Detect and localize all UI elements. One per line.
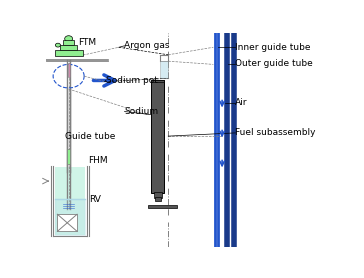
Circle shape [65, 36, 72, 42]
Bar [155, 197, 161, 201]
Text: Sodium: Sodium [124, 107, 159, 116]
Text: Fuel subassembly: Fuel subassembly [236, 128, 316, 137]
Bar [149, 205, 177, 208]
Text: RV: RV [89, 195, 101, 204]
Bar [151, 80, 164, 81]
Bar [154, 192, 162, 198]
Bar [55, 51, 83, 56]
Bar [63, 40, 74, 45]
Text: Argon gas: Argon gas [124, 41, 170, 50]
Bar [67, 149, 70, 164]
Bar [160, 61, 168, 78]
Bar [55, 199, 85, 235]
Text: Inner guide tube: Inner guide tube [236, 43, 311, 52]
Text: Guide tube: Guide tube [65, 131, 115, 141]
Bar [151, 80, 164, 193]
Bar [58, 214, 77, 231]
Text: FTM: FTM [78, 38, 96, 47]
FancyArrowPatch shape [94, 75, 115, 86]
Text: Outer guide tube: Outer guide tube [236, 59, 313, 68]
Bar [55, 167, 85, 235]
Text: Air: Air [236, 98, 248, 107]
Text: FHM: FHM [88, 156, 107, 165]
Bar [67, 63, 70, 77]
Circle shape [55, 43, 60, 47]
Text: Sodium pot: Sodium pot [106, 76, 158, 85]
Bar [60, 45, 77, 51]
